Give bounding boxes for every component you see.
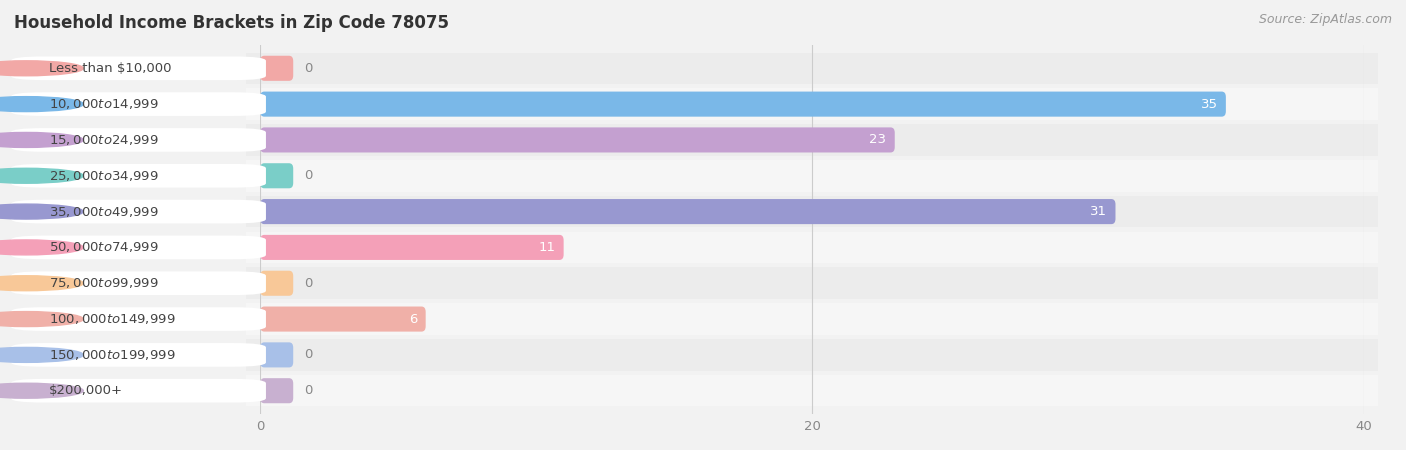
Text: 35: 35 xyxy=(1201,98,1218,111)
FancyBboxPatch shape xyxy=(11,271,266,295)
Text: $150,000 to $199,999: $150,000 to $199,999 xyxy=(49,348,176,362)
Text: Source: ZipAtlas.com: Source: ZipAtlas.com xyxy=(1258,14,1392,27)
FancyBboxPatch shape xyxy=(260,378,294,403)
Text: $75,000 to $99,999: $75,000 to $99,999 xyxy=(49,276,159,290)
Text: 23: 23 xyxy=(869,134,886,146)
Text: $25,000 to $34,999: $25,000 to $34,999 xyxy=(49,169,159,183)
FancyBboxPatch shape xyxy=(260,91,1226,117)
Text: 0: 0 xyxy=(304,384,312,397)
FancyBboxPatch shape xyxy=(260,199,1115,224)
Circle shape xyxy=(0,61,83,76)
FancyBboxPatch shape xyxy=(260,342,294,368)
Circle shape xyxy=(0,276,83,291)
Circle shape xyxy=(0,311,83,327)
FancyBboxPatch shape xyxy=(11,56,266,80)
FancyBboxPatch shape xyxy=(260,127,894,153)
FancyBboxPatch shape xyxy=(11,128,266,152)
FancyBboxPatch shape xyxy=(11,92,266,116)
FancyBboxPatch shape xyxy=(11,164,266,188)
Text: 0: 0 xyxy=(304,348,312,361)
FancyBboxPatch shape xyxy=(246,196,1378,227)
Text: $10,000 to $14,999: $10,000 to $14,999 xyxy=(49,97,159,111)
Text: 0: 0 xyxy=(304,62,312,75)
FancyBboxPatch shape xyxy=(246,303,1378,335)
FancyBboxPatch shape xyxy=(246,375,1378,406)
FancyBboxPatch shape xyxy=(260,306,426,332)
FancyBboxPatch shape xyxy=(246,124,1378,156)
FancyBboxPatch shape xyxy=(11,236,266,259)
Circle shape xyxy=(0,347,83,362)
Text: 11: 11 xyxy=(538,241,555,254)
FancyBboxPatch shape xyxy=(11,200,266,223)
Text: $100,000 to $149,999: $100,000 to $149,999 xyxy=(49,312,176,326)
FancyBboxPatch shape xyxy=(11,343,266,367)
Circle shape xyxy=(0,97,83,112)
Text: $50,000 to $74,999: $50,000 to $74,999 xyxy=(49,240,159,254)
FancyBboxPatch shape xyxy=(260,271,294,296)
FancyBboxPatch shape xyxy=(246,267,1378,299)
Circle shape xyxy=(0,240,83,255)
Circle shape xyxy=(0,168,83,183)
Text: 31: 31 xyxy=(1090,205,1107,218)
Circle shape xyxy=(0,132,83,148)
FancyBboxPatch shape xyxy=(260,163,294,188)
Circle shape xyxy=(0,383,83,398)
Text: 6: 6 xyxy=(409,313,418,325)
Text: $15,000 to $24,999: $15,000 to $24,999 xyxy=(49,133,159,147)
Text: Less than $10,000: Less than $10,000 xyxy=(49,62,172,75)
Text: 0: 0 xyxy=(304,277,312,290)
FancyBboxPatch shape xyxy=(246,232,1378,263)
Circle shape xyxy=(0,204,83,219)
Text: 0: 0 xyxy=(304,169,312,182)
FancyBboxPatch shape xyxy=(11,379,266,403)
FancyBboxPatch shape xyxy=(246,53,1378,84)
Text: Household Income Brackets in Zip Code 78075: Household Income Brackets in Zip Code 78… xyxy=(14,14,449,32)
FancyBboxPatch shape xyxy=(246,88,1378,120)
FancyBboxPatch shape xyxy=(260,235,564,260)
FancyBboxPatch shape xyxy=(260,56,294,81)
FancyBboxPatch shape xyxy=(246,339,1378,371)
FancyBboxPatch shape xyxy=(11,307,266,331)
Text: $200,000+: $200,000+ xyxy=(49,384,124,397)
Text: $35,000 to $49,999: $35,000 to $49,999 xyxy=(49,205,159,219)
FancyBboxPatch shape xyxy=(246,160,1378,192)
